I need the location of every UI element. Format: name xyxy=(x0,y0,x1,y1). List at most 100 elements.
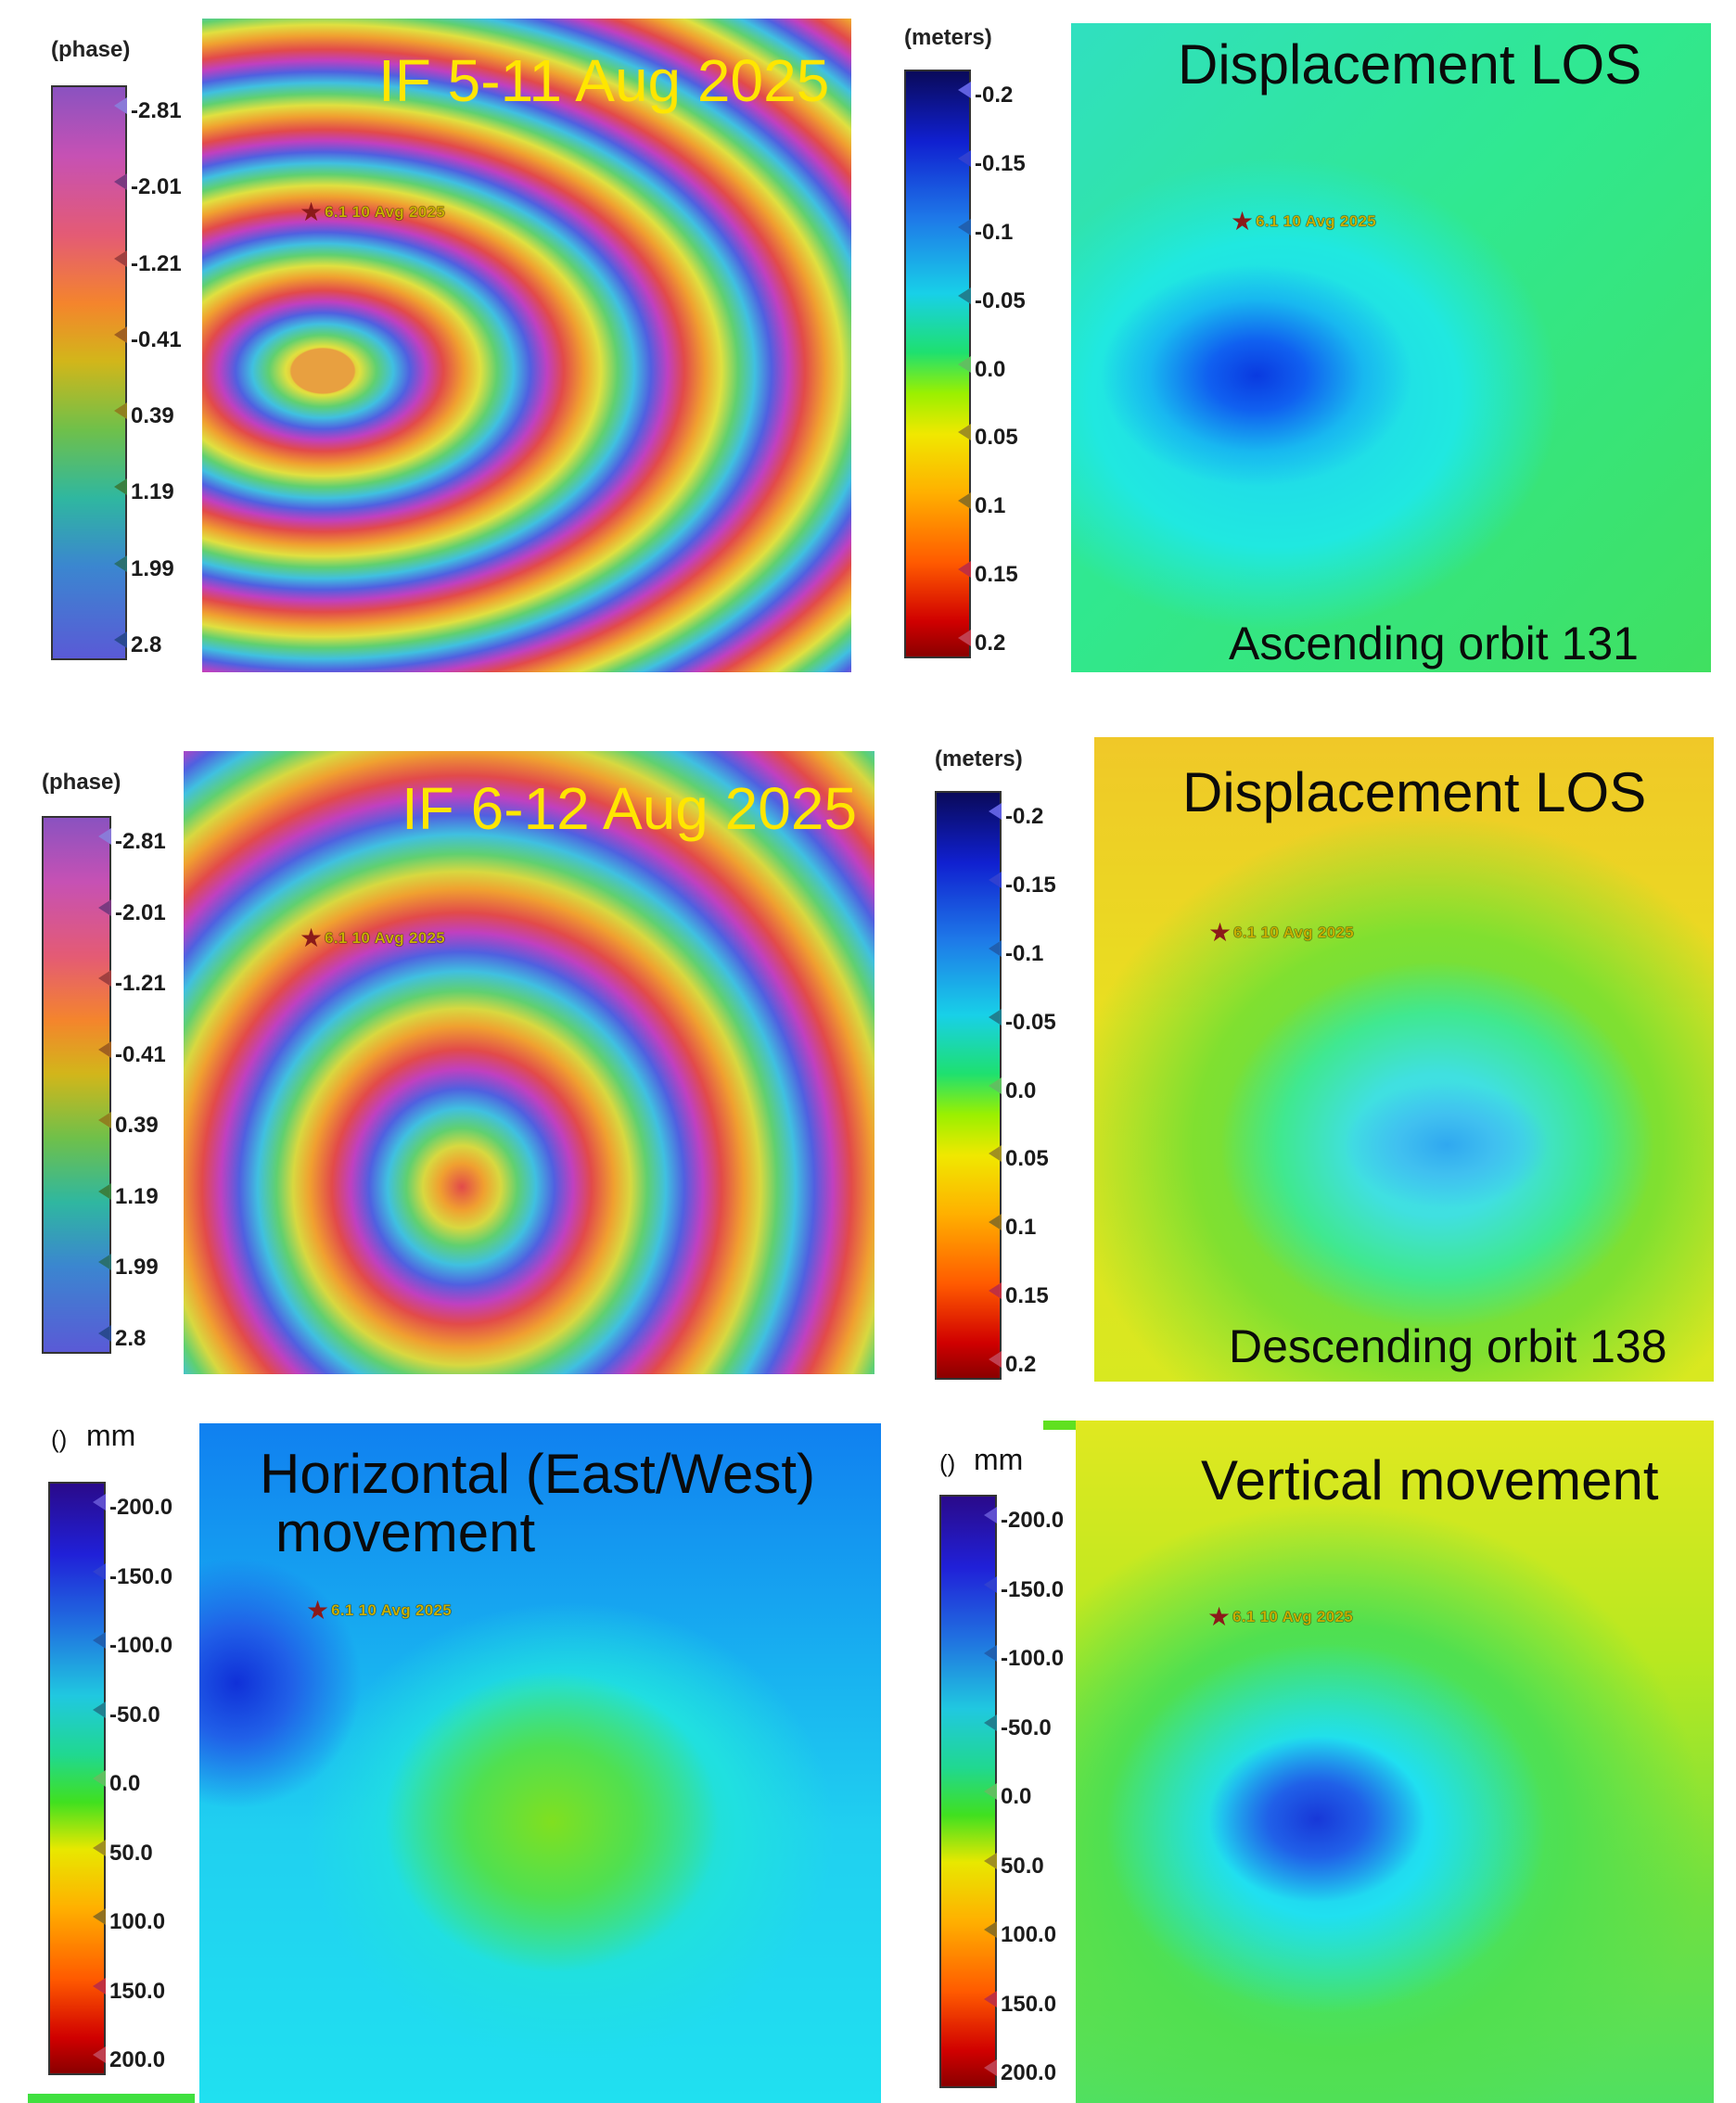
colorbar-tick-label: 0.0 xyxy=(1001,1784,1032,1809)
colorbar-tick-label: 0.0 xyxy=(975,356,1006,382)
epicenter-label: 6.1 10 Avg 2025 xyxy=(1232,1608,1353,1625)
orbit-label: Descending orbit 138 xyxy=(1229,1320,1667,1372)
colorbar-tick-marker xyxy=(989,939,1002,957)
colorbar-tick-marker xyxy=(93,1977,106,1995)
colorbar-tick-label: 2.8 xyxy=(115,1326,147,1351)
epicenter-label: 6.1 10 Avg 2025 xyxy=(1256,212,1376,230)
colorbar-title: (phase) xyxy=(42,770,121,795)
colorbar-tick-marker xyxy=(958,492,971,510)
colorbar-tick-marker xyxy=(93,1494,106,1510)
colorbar-tick-label: 100.0 xyxy=(1001,1922,1057,1947)
mm-colorbar xyxy=(939,1495,997,2088)
colorbar-tick-label: -2.01 xyxy=(115,899,166,925)
colorbar-unit: mm xyxy=(86,1419,136,1452)
colorbar-tick-marker xyxy=(989,1008,1002,1026)
colorbar-tick-label: 1.19 xyxy=(131,479,174,505)
colorbar-tick-label: 1.99 xyxy=(131,555,174,581)
colorbar-tick-marker xyxy=(958,82,971,98)
displacement-map: Displacement LOS Descending orbit 138 ★ … xyxy=(1094,737,1714,1382)
colorbar-tick-marker xyxy=(989,803,1002,820)
colorbar-tick-label: -50.0 xyxy=(109,1702,160,1727)
star-icon: ★ xyxy=(1231,207,1255,236)
colorbar-tick-label: 200.0 xyxy=(109,2047,166,2072)
colorbar-tick-marker xyxy=(989,1282,1002,1300)
colorbar-tick-marker xyxy=(989,1145,1002,1163)
colorbar-tick-label: -100.0 xyxy=(1001,1646,1065,1671)
colorbar-tick-marker xyxy=(958,630,971,646)
colorbar-tick-label: -2.81 xyxy=(115,829,166,854)
colorbar-tick-marker xyxy=(989,1077,1002,1094)
colorbar-tick-marker xyxy=(114,402,127,420)
colorbar-tick-label: -2.01 xyxy=(131,174,182,200)
colorbar-tick-marker xyxy=(984,2059,997,2076)
colorbar-tick-label: -150.0 xyxy=(1001,1576,1065,1602)
green-strip xyxy=(1043,1421,1076,1430)
colorbar-tick-label: 2.8 xyxy=(131,632,162,657)
colorbar-tick-label: -200.0 xyxy=(1001,1508,1065,1533)
colorbar-tick-label: -200.0 xyxy=(109,1495,173,1520)
colorbar-tick-label: 1.19 xyxy=(115,1183,159,1209)
colorbar-tick-label: -0.2 xyxy=(975,83,1014,108)
epicenter-marker: ★ 6.1 10 Avg 2025 xyxy=(306,1598,452,1624)
panel-title: IF 6-12 Aug 2025 xyxy=(402,775,858,842)
displacement-map: Displacement LOS Ascending orbit 131 ★ 6… xyxy=(1071,23,1711,672)
star-icon: ★ xyxy=(1207,1602,1232,1631)
colorbar-tick-label: 1.99 xyxy=(115,1255,159,1281)
orbit-label: Ascending orbit 131 xyxy=(1229,618,1639,669)
interferogram-map: IF 6-12 Aug 2025 ★ 6.1 10 Avg 2025 xyxy=(184,751,874,1374)
phase-colorbar xyxy=(42,816,111,1354)
colorbar-tick-marker xyxy=(958,355,971,373)
colorbar-tick-marker xyxy=(958,149,971,167)
colorbar-tick-marker xyxy=(958,287,971,304)
panel-title: Vertical movement xyxy=(1201,1449,1659,1511)
colorbar-tick-label: 0.0 xyxy=(1005,1077,1037,1103)
colorbar-tick-marker xyxy=(984,1990,997,2007)
colorbar-tick-label: -0.1 xyxy=(1005,940,1044,966)
panel-title: Displacement LOS xyxy=(1182,761,1647,823)
colorbar-tick-marker xyxy=(114,97,127,114)
colorbar-tick-label: -0.1 xyxy=(975,219,1014,245)
colorbar-tick-marker xyxy=(93,1839,106,1856)
colorbar-tick-label: 0.2 xyxy=(1005,1352,1037,1377)
interferogram-map: IF 5-11 Aug 2025 ★ 6.1 10 Avg 2025 xyxy=(202,19,851,672)
star-icon: ★ xyxy=(300,924,324,952)
epicenter-marker: ★ 6.1 10 Avg 2025 xyxy=(300,925,445,951)
colorbar-tick-marker xyxy=(984,1507,997,1523)
colorbar-tick-label: 0.1 xyxy=(975,493,1006,519)
colorbar-tick-label: 0.1 xyxy=(1005,1215,1037,1241)
epicenter-label: 6.1 10 Avg 2025 xyxy=(1233,924,1354,941)
colorbar-tick-label: 200.0 xyxy=(1001,2060,1057,2085)
colorbar-tick-marker xyxy=(984,1921,997,1938)
colorbar-tick-label: 150.0 xyxy=(109,1978,166,2004)
colorbar-tick-marker xyxy=(98,899,111,916)
colorbar-tick-label: 50.0 xyxy=(1001,1853,1044,1879)
epicenter-marker: ★ 6.1 10 Avg 2025 xyxy=(300,199,445,225)
star-icon: ★ xyxy=(1208,918,1232,947)
colorbar-tick-label: -0.2 xyxy=(1005,804,1044,829)
colorbar-tick-label: 0.05 xyxy=(975,425,1018,451)
colorbar-tick-marker xyxy=(98,1182,111,1200)
colorbar-title: () xyxy=(51,1425,68,1453)
epicenter-label: 6.1 10 Avg 2025 xyxy=(325,203,445,221)
green-strip xyxy=(28,2094,195,2103)
colorbar-tick-label: -0.05 xyxy=(1005,1009,1056,1035)
colorbar-title: () xyxy=(939,1449,956,1477)
colorbar-tick-marker xyxy=(114,249,127,267)
colorbar-title: (phase) xyxy=(51,37,131,62)
colorbar-tick-marker xyxy=(93,1908,106,1925)
colorbar-tick-marker xyxy=(98,1254,111,1271)
colorbar-tick-marker xyxy=(93,1701,106,1718)
colorbar-tick-label: -50.0 xyxy=(1001,1714,1052,1740)
colorbar-tick-label: 50.0 xyxy=(109,1840,153,1866)
epicenter-marker: ★ 6.1 10 Avg 2025 xyxy=(1208,920,1354,946)
epicenter-label: 6.1 10 Avg 2025 xyxy=(325,929,445,947)
colorbar-tick-marker xyxy=(114,325,127,343)
colorbar-tick-label: 0.05 xyxy=(1005,1146,1049,1172)
colorbar-title: (meters) xyxy=(904,25,992,50)
colorbar-tick-label: 0.0 xyxy=(109,1771,141,1796)
panel-title: Horizontal (East/West) xyxy=(260,1443,816,1505)
colorbar-tick-label: 100.0 xyxy=(109,1909,166,1934)
colorbar-unit: mm xyxy=(974,1443,1024,1476)
colorbar-tick-marker xyxy=(958,424,971,441)
colorbar-tick-marker xyxy=(93,1770,106,1787)
